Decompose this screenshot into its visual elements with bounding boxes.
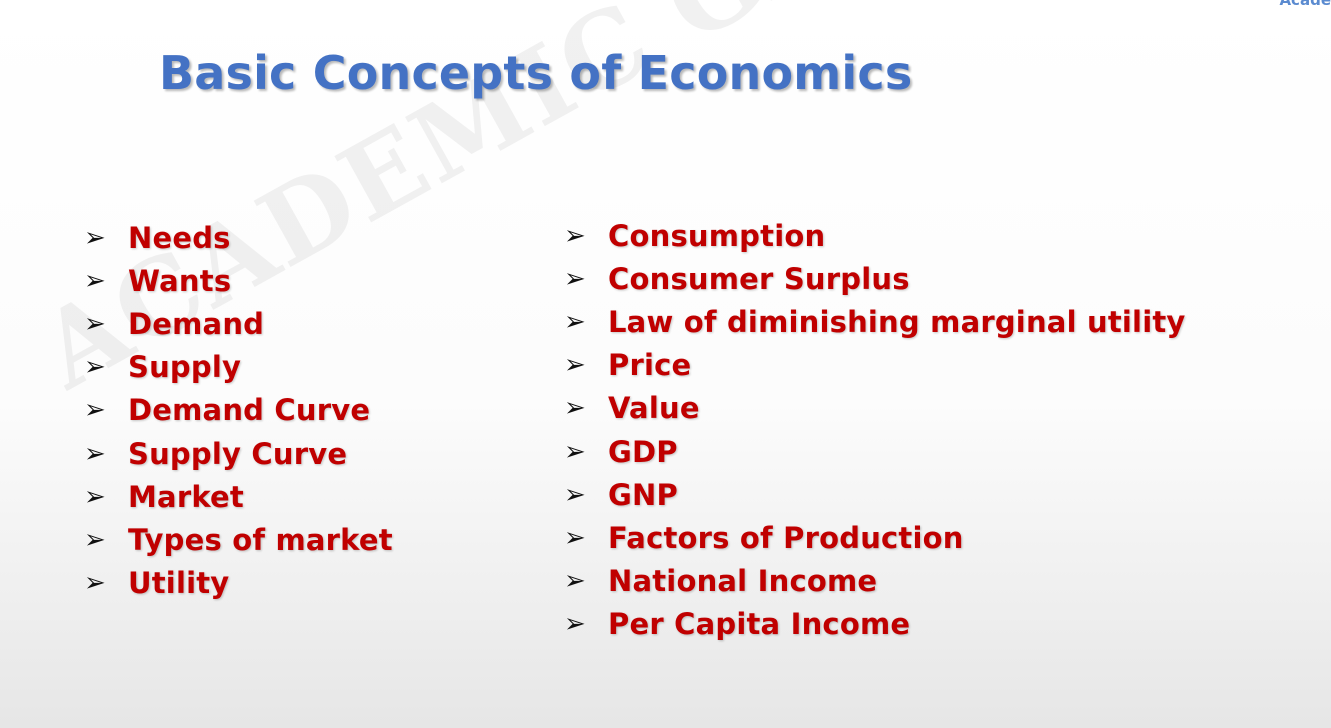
concept-label: Per Capita Income [608, 607, 911, 642]
list-item: ➢ Law of diminishing marginal utility [564, 300, 1186, 343]
list-item: ➢ GDP [564, 430, 1186, 473]
arrow-bullet-icon: ➢ [84, 222, 106, 253]
list-item: ➢ Factors of Production [564, 516, 1186, 559]
list-item: ➢ Consumer Surplus [564, 257, 1186, 300]
concept-label: Supply Curve [128, 436, 348, 471]
arrow-bullet-icon: ➢ [564, 263, 586, 294]
list-item: ➢ Types of market [84, 518, 393, 561]
concept-label: Factors of Production [608, 520, 964, 555]
concept-label: Market [128, 479, 244, 514]
arrow-bullet-icon: ➢ [564, 436, 586, 467]
list-item: ➢ Supply Curve [84, 432, 393, 475]
arrow-bullet-icon: ➢ [84, 481, 106, 512]
concept-label: Price [608, 348, 692, 383]
list-item: ➢ Utility [84, 562, 393, 605]
arrow-bullet-icon: ➢ [564, 479, 586, 510]
list-item: ➢ Demand [84, 302, 393, 345]
left-concept-list: ➢ Needs ➢ Wants ➢ Demand ➢ Supply ➢ Demand Cu… [84, 216, 393, 605]
concept-label: Law of diminishing marginal utility [608, 304, 1186, 339]
concept-label: GDP [608, 434, 678, 469]
concept-label: Consumption [608, 218, 826, 253]
arrow-bullet-icon: ➢ [564, 609, 586, 640]
list-item: ➢ Wants [84, 259, 393, 302]
arrow-bullet-icon: ➢ [84, 568, 106, 599]
concept-label: Utility [128, 566, 230, 601]
concept-label: National Income [608, 564, 878, 599]
concept-label: Needs [128, 220, 231, 255]
concept-label: Demand Curve [128, 393, 371, 428]
list-item: ➢ Demand Curve [84, 389, 393, 432]
arrow-bullet-icon: ➢ [84, 308, 106, 339]
arrow-bullet-icon: ➢ [564, 393, 586, 424]
list-item: ➢ Per Capita Income [564, 603, 1186, 646]
list-item: ➢ Market [84, 475, 393, 518]
concept-label: GNP [608, 477, 678, 512]
arrow-bullet-icon: ➢ [84, 395, 106, 426]
list-item: ➢ Price [564, 344, 1186, 387]
arrow-bullet-icon: ➢ [84, 265, 106, 296]
arrow-bullet-icon: ➢ [84, 438, 106, 469]
list-item: ➢ Needs [84, 216, 393, 259]
concept-label: Wants [128, 263, 232, 298]
list-item: ➢ Value [564, 387, 1186, 430]
concept-label: Demand [128, 306, 265, 341]
list-item: ➢ National Income [564, 560, 1186, 603]
list-item: ➢ GNP [564, 473, 1186, 516]
list-item: ➢ Supply [84, 346, 393, 389]
right-concept-list: ➢ Consumption ➢ Consumer Surplus ➢ Law of d… [564, 214, 1186, 646]
arrow-bullet-icon: ➢ [84, 352, 106, 383]
arrow-bullet-icon: ➢ [564, 522, 586, 553]
concept-label: Supply [128, 350, 242, 385]
arrow-bullet-icon: ➢ [564, 566, 586, 597]
concept-label: Consumer Surplus [608, 261, 910, 296]
arrow-bullet-icon: ➢ [564, 306, 586, 337]
concept-label: Value [608, 391, 700, 426]
arrow-bullet-icon: ➢ [564, 220, 586, 251]
corner-watermark-text: Acade [1279, 0, 1331, 9]
list-item: ➢ Consumption [564, 214, 1186, 257]
slide-title: Basic Concepts of Economics [159, 46, 913, 100]
concept-label: Types of market [128, 522, 393, 557]
arrow-bullet-icon: ➢ [84, 524, 106, 555]
arrow-bullet-icon: ➢ [564, 350, 586, 381]
